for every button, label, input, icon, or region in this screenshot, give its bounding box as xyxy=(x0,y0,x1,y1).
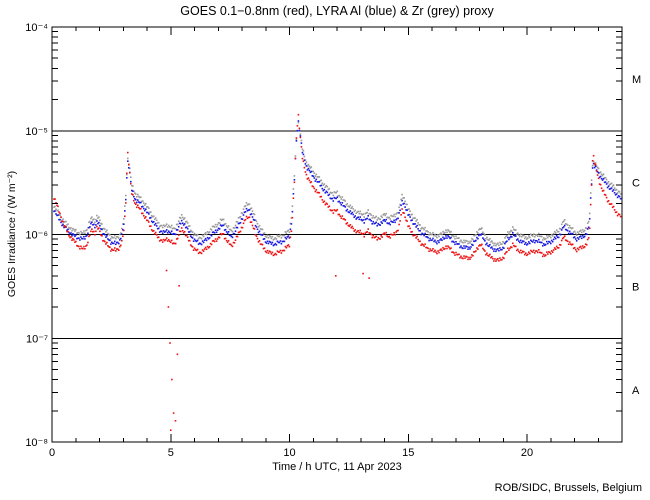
tick-labels: 0 5 10 15 20 10⁻⁴ 10⁻⁵ 10⁻⁶ 10⁻⁷ 10⁻⁸ xyxy=(25,22,533,459)
flare-class-letter-C: C xyxy=(632,178,640,190)
series-goes-0-1-0-8nm xyxy=(53,113,622,262)
credit-footer: ROB/SIDC, Brussels, Belgium xyxy=(495,482,642,494)
y-tick-label: 10⁻⁴ xyxy=(25,22,48,34)
x-tick-label: 10 xyxy=(283,447,295,459)
y-tick-label: 10⁻⁷ xyxy=(26,333,48,345)
data-series-dots xyxy=(53,113,622,431)
flare-class-letter-B: B xyxy=(632,281,639,293)
series-lyra-al xyxy=(53,120,622,253)
series-goes-stray-points xyxy=(165,269,370,431)
flare-class-letter-A: A xyxy=(632,385,640,397)
y-tick-label: 10⁻⁸ xyxy=(25,437,48,449)
x-tick-label: 20 xyxy=(521,447,533,459)
x-axis-label: Time / h UTC, 11 Apr 2023 xyxy=(272,461,402,473)
x-tick-label: 0 xyxy=(49,447,55,459)
axes-and-ticks xyxy=(51,26,623,443)
y-tick-label: 10⁻⁶ xyxy=(25,230,48,242)
flare-class-boundary-lines xyxy=(52,130,622,339)
flare-class-letter-M: M xyxy=(632,74,641,86)
x-tick-label: 5 xyxy=(168,447,174,459)
x-tick-label: 15 xyxy=(402,447,414,459)
y-tick-label: 10⁻⁵ xyxy=(25,126,48,138)
y-axis-label: GOES Irradiance / (W m⁻²) xyxy=(6,171,18,297)
chart-title: GOES 0.1−0.8nm (red), LYRA Al (blue) & Z… xyxy=(180,4,494,18)
series-zr-proxy xyxy=(53,121,622,247)
flare-class-letters: M C B A xyxy=(632,74,641,397)
